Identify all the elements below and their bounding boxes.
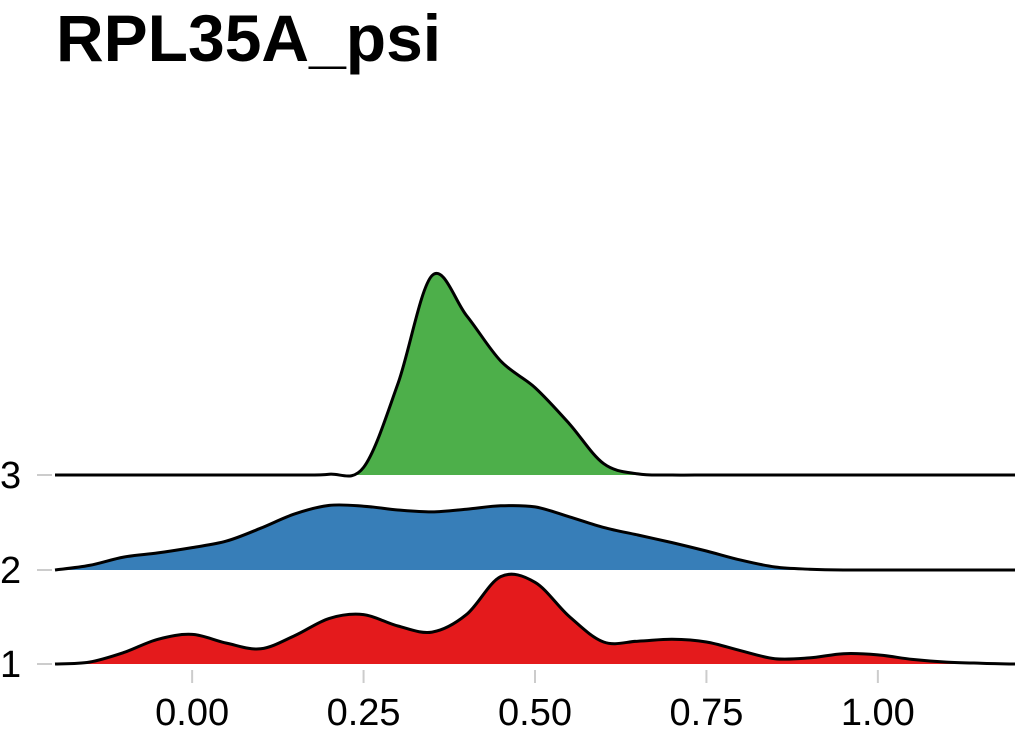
ridge-3-area <box>55 273 1015 477</box>
y-tick-label-3: 3 <box>0 455 21 497</box>
y-tick-label-1: 1 <box>0 644 21 686</box>
y-tick-label-2: 2 <box>0 550 21 592</box>
ridge-1-area <box>55 574 1015 664</box>
x-tick-label-0: 0.00 <box>155 692 229 731</box>
ridge-3-outline <box>54 271 1015 478</box>
x-axis: 0.00 0.25 0.50 0.75 1.00 <box>155 670 915 731</box>
y-axis: 1 2 3 <box>0 455 52 686</box>
ridge-1 <box>54 572 1015 666</box>
x-tick-label-1: 0.25 <box>327 692 401 731</box>
x-tick-label-3: 0.75 <box>669 692 743 731</box>
ridge-2-outline <box>54 503 1015 572</box>
ridge-3 <box>54 271 1015 478</box>
ridge-2-area <box>55 504 1015 571</box>
ridge-1-outline <box>54 572 1015 666</box>
ridges-layer <box>54 271 1015 666</box>
ridge-2 <box>54 503 1015 572</box>
x-tick-label-2: 0.50 <box>498 692 572 731</box>
x-tick-label-4: 1.00 <box>841 692 915 731</box>
chart-title: RPL35A_psi <box>56 1 442 75</box>
